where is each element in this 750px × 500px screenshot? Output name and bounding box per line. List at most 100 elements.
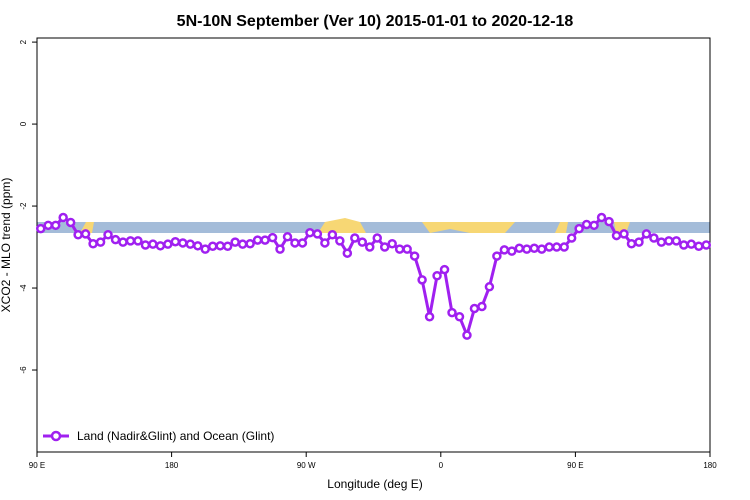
point (185, 239, 196, 249)
point (439, 264, 450, 275)
point (604, 216, 614, 227)
point (305, 227, 315, 238)
point (118, 237, 128, 247)
point (387, 239, 397, 249)
point (267, 232, 278, 243)
point (200, 244, 210, 254)
point (394, 244, 405, 254)
point (409, 251, 420, 261)
point (477, 301, 487, 312)
point (522, 244, 532, 254)
point (671, 236, 682, 246)
point (469, 303, 480, 314)
x-tick-label: 90 E (29, 461, 45, 470)
point (507, 246, 517, 256)
point (237, 239, 248, 249)
point (335, 236, 345, 246)
point (492, 251, 502, 261)
point (80, 229, 91, 239)
point (260, 235, 270, 245)
point (290, 238, 300, 248)
point (649, 233, 659, 243)
point (679, 240, 689, 250)
point (110, 234, 121, 245)
point (656, 237, 667, 247)
point (327, 230, 338, 240)
point (447, 307, 457, 318)
point (230, 237, 240, 247)
point (499, 245, 510, 255)
point (574, 223, 584, 234)
point (566, 233, 577, 243)
point (357, 237, 368, 247)
point (170, 236, 181, 247)
point (641, 229, 652, 239)
chart-title: 5N-10N September (Ver 10) 2015-01-01 to … (177, 13, 574, 30)
point (664, 236, 674, 246)
point (581, 219, 592, 230)
point (95, 237, 106, 247)
point (297, 238, 308, 248)
land-band (555, 222, 568, 233)
x-tick-label: 90 W (297, 461, 316, 470)
point (365, 242, 375, 252)
point (245, 239, 255, 249)
point (596, 212, 607, 223)
land-band (318, 218, 366, 233)
point (686, 239, 697, 249)
point (350, 233, 360, 243)
point (178, 238, 188, 248)
point (372, 233, 382, 243)
point (514, 243, 525, 254)
point (589, 220, 599, 231)
point (312, 229, 323, 239)
point (432, 270, 442, 281)
point (551, 242, 562, 252)
point (342, 248, 353, 258)
point (140, 240, 151, 250)
point (155, 241, 166, 251)
point (454, 311, 465, 322)
legend-marker (50, 430, 62, 442)
point (320, 238, 330, 248)
point (73, 230, 83, 240)
point (559, 242, 569, 252)
x-tick-label: 180 (703, 461, 717, 470)
point (207, 241, 218, 251)
point (43, 220, 53, 231)
legend-label: Land (Nadir&Glint) and Ocean (Glint) (77, 429, 274, 443)
point (133, 236, 143, 246)
point (484, 282, 495, 292)
ocean-band (37, 222, 710, 233)
y-tick-label: 2 (19, 39, 28, 44)
y-tick-label: -6 (19, 366, 28, 374)
x-axis-label: Longitude (deg E) (327, 477, 422, 491)
point (424, 311, 435, 322)
point (529, 243, 540, 254)
point (148, 239, 158, 249)
point (402, 244, 412, 254)
point (462, 330, 472, 340)
point (193, 241, 203, 251)
y-tick-label: -4 (19, 284, 28, 292)
point (537, 244, 547, 254)
point (58, 212, 68, 223)
x-tick-label: 90 E (567, 461, 583, 470)
point (379, 242, 390, 252)
point (701, 240, 712, 250)
point (215, 241, 225, 251)
point (619, 229, 629, 239)
x-tick-label: 0 (439, 461, 444, 470)
point (634, 237, 644, 247)
y-axis-label: XCO2 - MLO trend (ppm) (0, 178, 13, 313)
y-tick-label: -2 (19, 202, 28, 210)
x-tick-label: 180 (165, 461, 179, 470)
point (35, 223, 46, 234)
point (252, 235, 263, 245)
point (626, 239, 637, 249)
point (163, 239, 173, 249)
point (65, 217, 76, 228)
point (275, 244, 285, 254)
point (222, 241, 233, 251)
